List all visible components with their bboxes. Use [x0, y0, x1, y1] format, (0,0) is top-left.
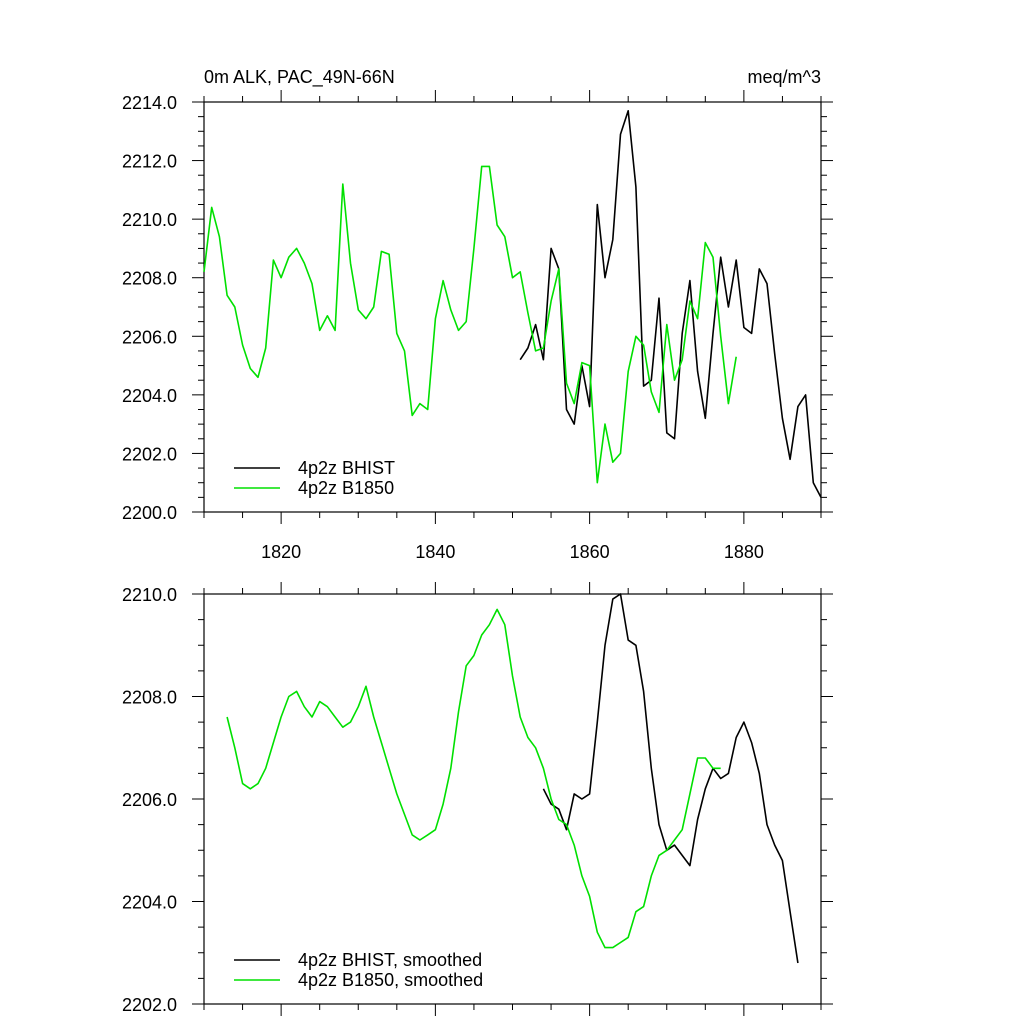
series-line-4p2z-bhist — [519, 110, 822, 498]
series-line-4p2z-b1850-smoothed — [226, 608, 721, 949]
y-tick-label: 2202.0 — [122, 444, 177, 464]
legend-label: 4p2z B1850, smoothed — [298, 970, 483, 990]
y-tick-label: 2200.0 — [122, 503, 177, 523]
x-tick-label: 1820 — [261, 542, 301, 562]
series-line-4p2z-bhist-smoothed — [542, 593, 799, 964]
bottom-plot-area: 2202.0 2204.0 2206.0 2208.0 2210.0 4p2z BHIST… — [122, 582, 833, 1016]
y-tick-label: 2204.0 — [122, 386, 177, 406]
legend-label: 4p2z B1850 — [298, 478, 394, 498]
y-tick-label: 2202.0 — [122, 995, 177, 1015]
series-line-4p2z-b1850 — [203, 165, 737, 484]
y-tick-label: 2212.0 — [122, 152, 177, 172]
y-tick-label: 2208.0 — [122, 688, 177, 708]
top-panel: 0m ALK, PAC_49N-66N meq/m^3 1820 1840 1860… — [122, 67, 833, 562]
panel-units: meq/m^3 — [748, 67, 821, 87]
panel-title: 0m ALK, PAC_49N-66N — [204, 67, 395, 88]
y-tick-label: 2208.0 — [122, 269, 177, 289]
x-tick-label: 1840 — [415, 542, 455, 562]
y-tick-label: 2210.0 — [122, 210, 177, 230]
plot-frame — [203, 593, 822, 1005]
x-tick-label: 1880 — [724, 542, 764, 562]
legend-label: 4p2z BHIST — [298, 458, 395, 478]
y-tick-label: 2206.0 — [122, 790, 177, 810]
y-tick-label: 2206.0 — [122, 327, 177, 347]
y-tick-label: 2214.0 — [122, 93, 177, 113]
y-tick-label: 2204.0 — [122, 893, 177, 913]
y-tick-label: 2210.0 — [122, 585, 177, 605]
x-tick-label: 1860 — [570, 542, 610, 562]
legend-label: 4p2z BHIST, smoothed — [298, 950, 482, 970]
top-plot-area: 1820 1840 1860 1880 2200.0 2202.0 2204.0 2206.0… — [122, 90, 833, 562]
bottom-panel: 2202.0 2204.0 2206.0 2208.0 2210.0 4p2z BHIST… — [122, 582, 833, 1016]
